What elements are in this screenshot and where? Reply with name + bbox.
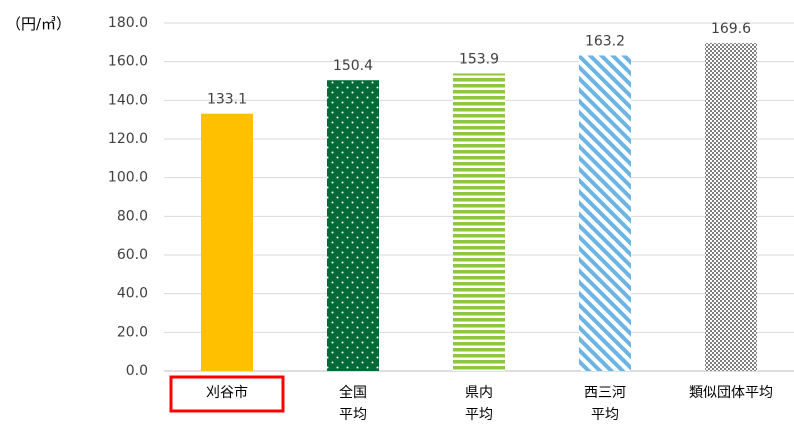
x-tick-label: 類似団体平均 [689,385,773,401]
unit-label: （円/㎥） [6,15,71,33]
y-tick-label: 180.0 [108,15,148,31]
y-tick-label: 140.0 [108,92,148,108]
data-label: 150.4 [333,58,373,74]
bar [327,80,379,371]
x-tick-label: 平均 [465,407,493,423]
data-label: 163.2 [585,33,625,49]
bar [201,113,253,371]
y-tick-label: 80.0 [117,208,148,224]
x-tick-label: 平均 [339,407,367,423]
y-tick-label: 60.0 [117,247,148,263]
data-label: 153.9 [459,51,499,67]
bar [579,55,631,371]
bar [453,73,505,372]
y-tick-label: 40.0 [117,286,148,302]
x-tick-label: 全国 [339,384,367,401]
x-tick-label: 刈谷市 [206,384,248,401]
data-label: 133.1 [207,92,247,108]
highlight-box [169,375,285,413]
x-tick-label: 平均 [591,407,619,423]
y-tick-label: 20.0 [117,324,148,340]
x-tick-label: 県内 [465,385,493,401]
y-tick-label: 100.0 [108,170,148,186]
y-tick-label: 0.0 [126,363,148,379]
y-tick-label: 120.0 [108,131,148,147]
bar [705,43,757,372]
y-tick-label: 160.0 [108,54,148,70]
data-label: 169.6 [711,21,751,37]
x-tick-label: 西三河 [584,385,626,401]
